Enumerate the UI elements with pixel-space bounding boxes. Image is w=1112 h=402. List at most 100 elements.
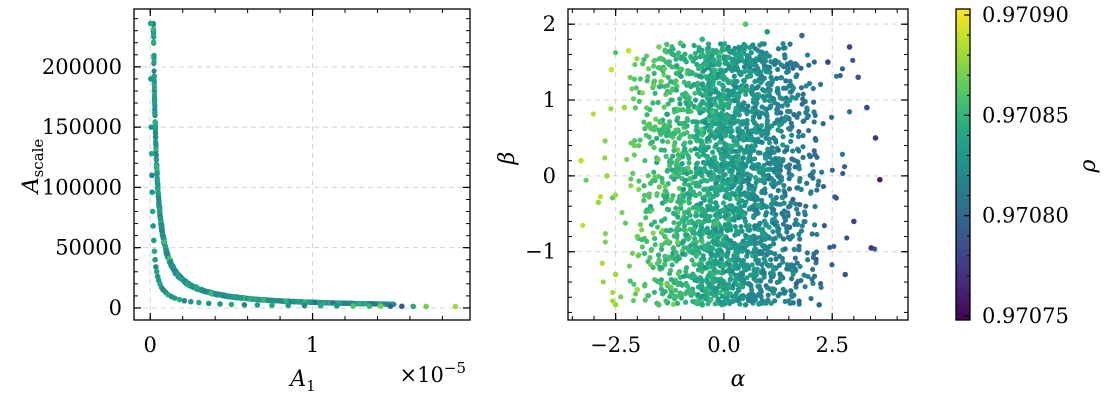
data-point bbox=[755, 283, 761, 289]
data-point bbox=[789, 292, 795, 299]
data-point bbox=[651, 144, 657, 151]
data-point bbox=[668, 78, 674, 85]
data-point bbox=[686, 199, 692, 205]
data-point bbox=[797, 175, 803, 182]
data-point bbox=[827, 244, 833, 251]
data-point bbox=[618, 294, 624, 300]
data-point bbox=[644, 53, 650, 59]
data-point bbox=[820, 121, 826, 127]
data-point bbox=[741, 41, 747, 48]
data-point bbox=[161, 239, 167, 245]
data-point bbox=[840, 170, 846, 177]
data-point bbox=[773, 139, 779, 145]
data-point bbox=[692, 174, 698, 180]
data-point bbox=[723, 59, 729, 65]
data-point bbox=[673, 78, 679, 84]
data-point bbox=[149, 208, 156, 215]
colorbar: 0.97075 0.97080 0.97085 0.97090 ρ bbox=[955, 3, 1101, 328]
data-point bbox=[839, 151, 846, 157]
data-point bbox=[768, 74, 774, 80]
data-point bbox=[741, 211, 747, 218]
data-point bbox=[825, 59, 831, 65]
data-point bbox=[148, 76, 154, 82]
data-point bbox=[758, 289, 764, 295]
data-point bbox=[768, 193, 774, 199]
data-point bbox=[816, 178, 822, 184]
data-point bbox=[796, 243, 802, 249]
data-point bbox=[691, 42, 697, 49]
data-point bbox=[777, 291, 783, 297]
data-point bbox=[691, 103, 697, 109]
data-point bbox=[151, 39, 157, 45]
data-point bbox=[714, 242, 721, 248]
data-point bbox=[619, 209, 625, 216]
data-point bbox=[423, 303, 429, 310]
data-point bbox=[662, 183, 668, 190]
data-point bbox=[668, 159, 675, 166]
data-point bbox=[764, 106, 770, 112]
data-point bbox=[736, 44, 742, 50]
data-point bbox=[151, 84, 158, 90]
data-point bbox=[158, 227, 165, 233]
data-point bbox=[779, 103, 785, 109]
data-point bbox=[634, 233, 641, 240]
data-point bbox=[677, 40, 684, 46]
data-point bbox=[151, 237, 157, 244]
data-point bbox=[726, 48, 732, 54]
data-point bbox=[661, 289, 667, 295]
y-tick-label: 2 bbox=[543, 12, 556, 36]
data-point bbox=[720, 200, 727, 206]
data-point bbox=[778, 75, 784, 81]
data-point bbox=[659, 227, 666, 234]
data-point bbox=[795, 92, 801, 98]
data-point bbox=[680, 107, 686, 113]
data-point bbox=[665, 74, 671, 80]
data-point bbox=[664, 41, 670, 47]
data-point bbox=[683, 215, 689, 221]
data-point bbox=[635, 253, 641, 259]
data-point bbox=[247, 295, 253, 302]
data-point bbox=[777, 95, 783, 101]
data-point bbox=[718, 248, 724, 254]
data-point bbox=[668, 284, 674, 290]
data-point bbox=[650, 100, 656, 106]
data-point bbox=[718, 276, 724, 282]
data-point bbox=[787, 78, 793, 84]
y-tick-label: 50000 bbox=[55, 236, 122, 260]
y-tick-label: 0 bbox=[543, 164, 556, 188]
data-point bbox=[704, 203, 711, 209]
data-point bbox=[719, 283, 725, 289]
data-point bbox=[734, 142, 741, 148]
data-point bbox=[746, 195, 752, 201]
data-point bbox=[147, 20, 154, 27]
x-tick-label: 0 bbox=[144, 333, 157, 357]
data-point bbox=[683, 124, 689, 130]
data-point bbox=[700, 141, 706, 148]
data-point bbox=[700, 253, 706, 259]
data-point bbox=[676, 185, 682, 191]
data-point bbox=[659, 138, 666, 144]
data-point bbox=[769, 145, 775, 151]
data-point bbox=[750, 42, 756, 48]
data-point bbox=[629, 250, 635, 256]
data-point bbox=[649, 139, 655, 145]
data-point bbox=[725, 184, 731, 190]
data-point bbox=[652, 242, 658, 248]
data-point bbox=[708, 102, 714, 108]
data-point bbox=[692, 90, 698, 96]
data-point bbox=[709, 264, 715, 270]
data-point bbox=[698, 50, 705, 56]
data-point bbox=[651, 58, 657, 64]
data-point bbox=[794, 260, 800, 266]
data-point bbox=[783, 78, 789, 84]
data-point bbox=[777, 271, 783, 277]
data-point bbox=[814, 154, 820, 160]
data-point bbox=[641, 56, 647, 63]
data-point bbox=[205, 300, 212, 307]
data-point bbox=[669, 64, 675, 70]
data-point bbox=[720, 267, 726, 274]
data-point bbox=[780, 134, 786, 140]
data-point bbox=[216, 291, 222, 298]
x-tick-label: −2.5 bbox=[590, 333, 641, 357]
